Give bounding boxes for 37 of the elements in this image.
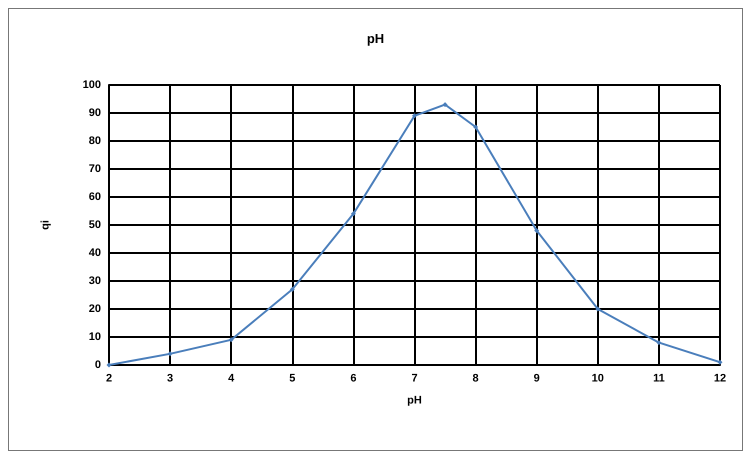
x-tick-label: 12: [714, 372, 726, 384]
point: [442, 102, 448, 108]
point: [656, 340, 662, 346]
y-axis-title: qi: [40, 220, 52, 230]
x-tick-label: 9: [534, 372, 540, 384]
x-tick-label: 11: [653, 372, 665, 384]
point: [228, 337, 234, 342]
point: [534, 228, 540, 234]
point: [290, 286, 295, 292]
x-tick-label: 3: [167, 372, 174, 384]
y-tick-label: 0: [94, 359, 101, 371]
y-tick-label: 50: [88, 219, 101, 231]
point: [473, 124, 478, 130]
y-tick-label: 10: [88, 331, 101, 343]
x-tick-label: 2: [106, 372, 112, 384]
y-tick-label: 20: [88, 303, 101, 315]
y-tick-label: 30: [88, 275, 101, 287]
x-tick-label: 4: [228, 372, 236, 384]
point: [350, 211, 356, 216]
y-tick-label: 90: [88, 107, 101, 119]
y-tick-label: 40: [88, 247, 101, 259]
point: [595, 306, 600, 312]
point: [412, 113, 417, 118]
x-tick-label: 7: [411, 372, 418, 384]
x-tick-label: 10: [592, 372, 604, 384]
point: [718, 360, 722, 365]
point: [106, 362, 112, 368]
y-tick-label: 70: [88, 163, 101, 175]
y-tick-label: 60: [88, 191, 101, 203]
x-tick-label: 5: [289, 372, 296, 384]
chart-title: pH: [366, 31, 384, 46]
point: [168, 351, 173, 356]
x-tick-label: 8: [472, 372, 479, 384]
x-tick-label: 6: [350, 372, 356, 384]
x-axis-title: pH: [407, 394, 422, 406]
y-tick-label: 80: [88, 135, 101, 147]
y-tick-label: 100: [82, 79, 101, 91]
